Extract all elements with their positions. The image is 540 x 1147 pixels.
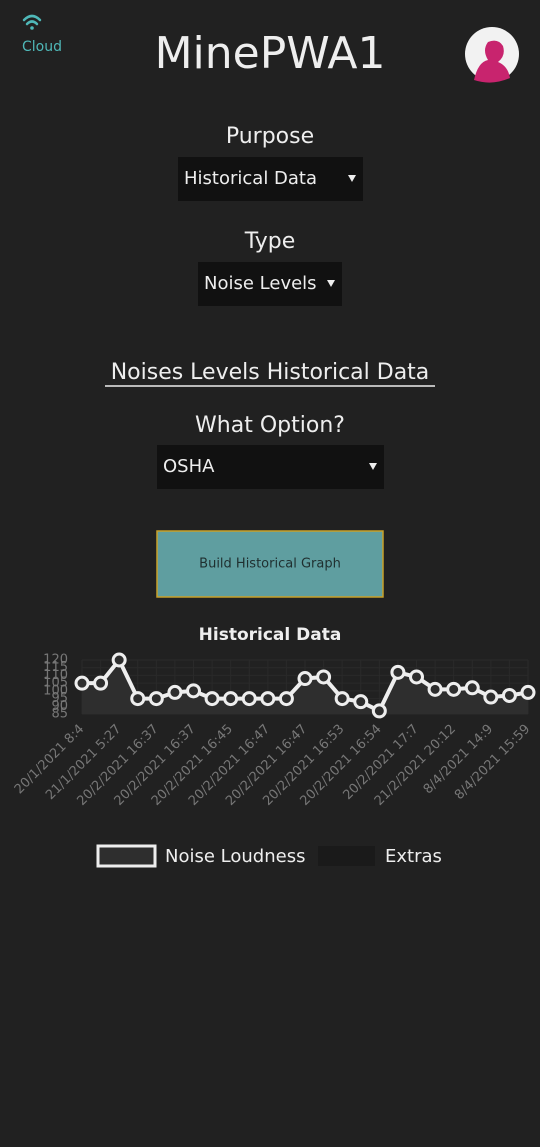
point: [501, 687, 517, 703]
point: [409, 669, 424, 685]
y-tick-label: 105: [43, 676, 68, 691]
point: [130, 691, 146, 707]
legend-swatch: [96, 844, 157, 868]
dropdown-arrow: [327, 280, 335, 287]
point: [334, 691, 350, 707]
y-tick-label: 95: [51, 691, 68, 706]
option-select[interactable]: [157, 445, 384, 489]
purpose-select[interactable]: [178, 157, 363, 201]
point: [260, 691, 276, 707]
point: [353, 694, 369, 710]
point: [93, 675, 109, 691]
section-title: Noises Levels Historical Data: [111, 360, 430, 385]
point: [241, 691, 257, 707]
point: [520, 684, 536, 700]
point: [297, 671, 313, 687]
point: [483, 689, 499, 705]
dropdown-arrow: [369, 463, 377, 470]
point: [111, 652, 127, 668]
avatar-figure: [474, 40, 510, 83]
y-tick-label: 90: [51, 699, 68, 714]
purpose-value[interactable]: Historical Data: [184, 168, 317, 189]
point: [371, 703, 387, 719]
point: [148, 691, 164, 707]
wifi-icon: [22, 14, 42, 30]
point: [167, 684, 183, 700]
y-tick-label: 115: [43, 660, 68, 675]
type-value[interactable]: Noise Levels: [204, 273, 317, 294]
point: [316, 669, 332, 685]
point: [278, 691, 294, 707]
point: [204, 691, 220, 707]
type-select[interactable]: [198, 262, 342, 306]
y-tick-label: 110: [43, 668, 68, 683]
legend-swatch: [318, 846, 375, 866]
legend-label: Noise Loudness: [165, 846, 305, 867]
option-value[interactable]: OSHA: [163, 456, 215, 477]
point: [186, 683, 201, 699]
type-label: Type: [244, 229, 296, 254]
purpose-label: Purpose: [226, 124, 314, 149]
point: [74, 675, 90, 691]
dropdown-arrow: [348, 175, 356, 182]
point: [427, 681, 443, 697]
build-button[interactable]: [156, 530, 384, 598]
avatar[interactable]: [465, 27, 519, 83]
status-label: Cloud: [22, 39, 62, 55]
y-tick-label: 85: [51, 707, 68, 722]
point: [446, 681, 462, 697]
button-label[interactable]: Build Historical Graph: [199, 557, 341, 572]
area: [82, 660, 528, 714]
app-title: MinePWA1: [155, 28, 386, 79]
option-label: What Option?: [195, 413, 345, 438]
point: [223, 691, 239, 707]
point: [464, 680, 480, 696]
y-tick-label: 100: [43, 683, 68, 698]
y-tick-label: 120: [43, 653, 68, 668]
point: [390, 664, 406, 680]
chart-title: Historical Data: [199, 625, 342, 645]
legend-label: Extras: [385, 846, 442, 867]
